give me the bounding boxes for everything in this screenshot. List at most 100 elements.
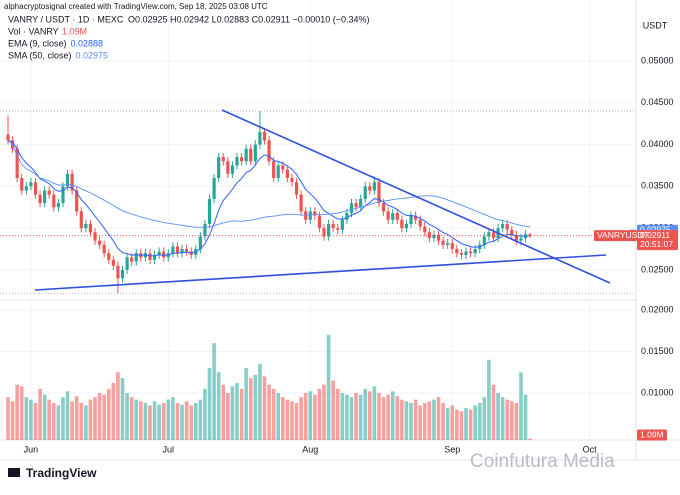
volume-bar bbox=[24, 397, 29, 440]
y-tick-label: 0.05000 bbox=[641, 55, 674, 65]
volume-bar bbox=[523, 394, 528, 440]
candle-body bbox=[226, 161, 230, 174]
credit: alphacryptosignal created with TradingVi… bbox=[4, 2, 268, 11]
volume-bar bbox=[464, 407, 468, 440]
volume-bar bbox=[70, 401, 74, 440]
candle-body bbox=[404, 223, 409, 229]
candle-body bbox=[436, 234, 441, 241]
candle-body bbox=[450, 243, 454, 250]
volume-bar bbox=[317, 388, 322, 440]
candle-body bbox=[84, 223, 88, 229]
volume-bar bbox=[79, 402, 84, 440]
candle-body bbox=[221, 157, 225, 162]
candle-body bbox=[446, 243, 450, 245]
volume-bar bbox=[519, 372, 523, 440]
candle-body bbox=[313, 211, 317, 216]
candle-body bbox=[267, 140, 271, 162]
y-tick-label: 0.02500 bbox=[641, 264, 674, 274]
candle-body bbox=[290, 177, 294, 183]
volume-bar bbox=[441, 402, 445, 440]
volume-bar bbox=[303, 393, 308, 440]
candle-body bbox=[491, 232, 496, 239]
volume-bar bbox=[358, 394, 363, 440]
volume-bar bbox=[61, 397, 65, 440]
y-tick-label: 0.04500 bbox=[641, 97, 674, 107]
candle-body bbox=[482, 236, 486, 245]
indicator-legend-value: 0.02888 bbox=[71, 38, 104, 48]
y-tick-label: 0.03500 bbox=[641, 181, 674, 191]
volume-bar bbox=[84, 405, 88, 440]
volume-bar bbox=[459, 411, 464, 440]
volume-bar bbox=[340, 393, 345, 440]
volume-bar bbox=[189, 405, 193, 440]
candle-body bbox=[56, 203, 60, 208]
candle-body bbox=[381, 203, 386, 212]
indicator-line bbox=[7, 139, 531, 257]
candle-body bbox=[47, 190, 51, 195]
candle-body bbox=[198, 236, 202, 250]
candle-body bbox=[262, 132, 267, 141]
volume-bar bbox=[203, 388, 207, 440]
volume-bar bbox=[171, 397, 175, 440]
volume-bar bbox=[42, 394, 47, 440]
volume-bar bbox=[184, 401, 189, 440]
volume-bar bbox=[436, 397, 441, 440]
candle-body bbox=[294, 182, 299, 195]
candle-body bbox=[299, 194, 303, 212]
candle-body bbox=[79, 211, 83, 229]
volume-bar bbox=[207, 368, 212, 440]
volume-tag: 1.09M bbox=[640, 429, 664, 439]
candle-body bbox=[20, 177, 24, 191]
candle-body bbox=[249, 148, 253, 162]
candle-body bbox=[116, 265, 120, 279]
candle-body bbox=[464, 251, 468, 255]
volume-bar bbox=[88, 399, 93, 440]
volume-bar bbox=[198, 399, 203, 440]
volume-bar bbox=[322, 384, 326, 440]
volume-bar bbox=[244, 368, 248, 440]
volume-bar bbox=[468, 409, 473, 440]
candle-body bbox=[514, 234, 518, 241]
candle-body bbox=[308, 211, 312, 220]
candle-body bbox=[391, 213, 395, 220]
indicator-legend-value: 0.02975 bbox=[76, 50, 109, 60]
volume-bar bbox=[455, 409, 459, 440]
candle-body bbox=[175, 246, 180, 254]
candle-body bbox=[281, 165, 285, 170]
volume-bar bbox=[161, 402, 166, 440]
symbol: VANRY / USDT · 1D · MEXC bbox=[8, 14, 124, 24]
candle-body bbox=[33, 182, 38, 195]
candle-body bbox=[111, 259, 115, 266]
volume-bar bbox=[235, 383, 239, 440]
candle-body bbox=[29, 182, 33, 187]
candle-body bbox=[468, 251, 473, 254]
candle-body bbox=[24, 186, 28, 191]
candle-body bbox=[285, 169, 289, 178]
volume-bar bbox=[491, 384, 496, 440]
volume-bar bbox=[29, 399, 33, 440]
candle-body bbox=[505, 223, 509, 230]
candle-body bbox=[528, 234, 532, 236]
volume-bar bbox=[248, 378, 253, 440]
candle-body bbox=[185, 249, 189, 252]
candle-body bbox=[510, 229, 514, 235]
volume-bar bbox=[510, 401, 514, 440]
x-tick-label: Oct bbox=[583, 444, 598, 454]
volume-bar bbox=[377, 393, 381, 440]
volume-bar bbox=[93, 397, 97, 440]
candle-body bbox=[38, 194, 42, 204]
candle-body bbox=[52, 194, 56, 208]
candle-body bbox=[244, 148, 248, 162]
volume-bar bbox=[299, 397, 303, 440]
indicator-tag: 0.02975 bbox=[640, 224, 671, 234]
candle-body bbox=[359, 198, 363, 208]
volume-bar bbox=[487, 359, 491, 440]
candle-body bbox=[272, 161, 276, 178]
candle-body bbox=[180, 249, 184, 254]
candle-body bbox=[414, 215, 418, 220]
candle-body bbox=[354, 203, 358, 208]
candle-body bbox=[217, 157, 221, 178]
candle-body bbox=[102, 244, 106, 254]
volume-bar bbox=[450, 405, 455, 440]
volume-bar bbox=[400, 399, 404, 440]
